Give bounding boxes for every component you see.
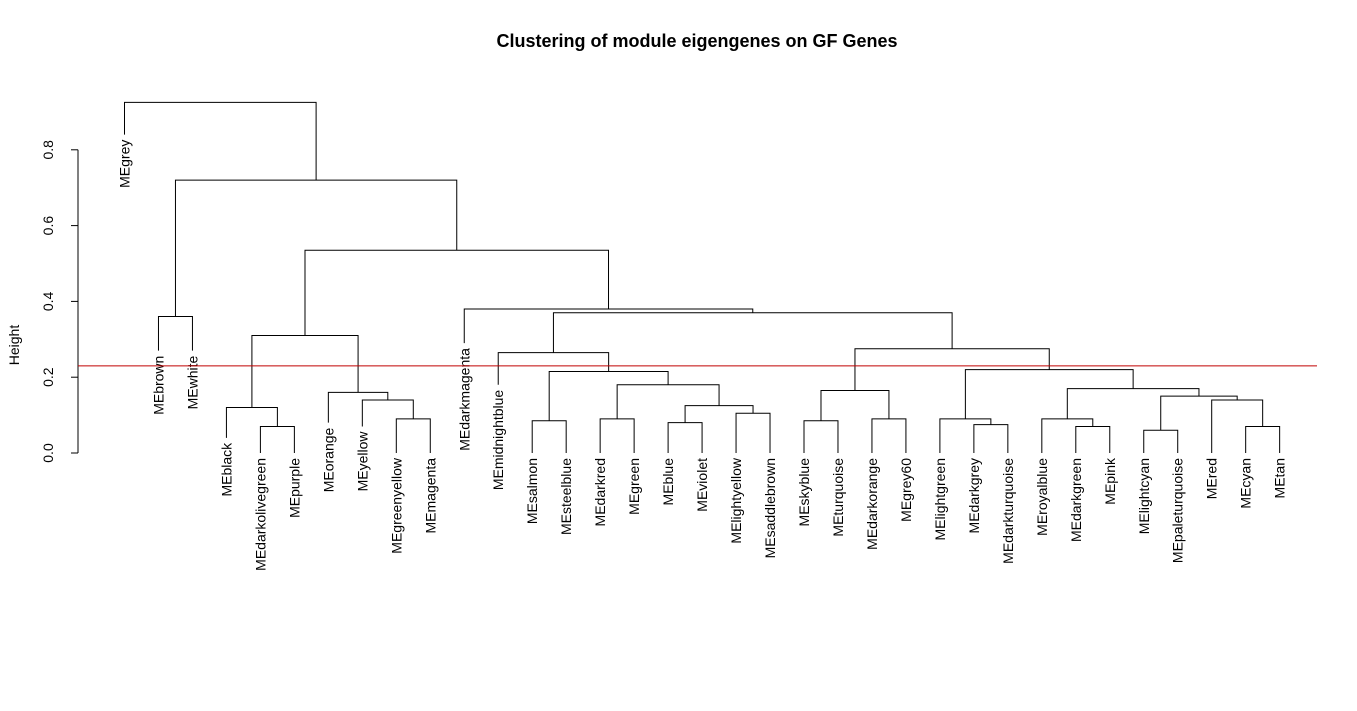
- leaf-label: MEsalmon: [524, 458, 540, 524]
- merge-31: [304, 249, 610, 336]
- merge-3: [395, 418, 431, 453]
- dendrogram-tree: [124, 101, 1281, 453]
- leaf-label: MEtan: [1272, 458, 1288, 498]
- merge-20: [1075, 425, 1111, 453]
- leaf-label: MEdarkmagenta: [456, 348, 472, 451]
- merge-27: [964, 369, 1134, 419]
- merge-11: [684, 405, 754, 423]
- leaf-label: MEgrey60: [898, 458, 914, 522]
- merge-16: [871, 418, 907, 453]
- leaf-label: MEpaleturquoise: [1170, 458, 1186, 563]
- merge-4: [361, 399, 414, 427]
- merge-1: [259, 425, 295, 453]
- leaf-label: MEwhite: [184, 355, 200, 409]
- leaf-label: MEdarkgreen: [1068, 458, 1084, 542]
- merge-30: [463, 308, 754, 344]
- merge-9: [667, 422, 703, 453]
- leaf-label: MEmidnightblue: [490, 390, 506, 491]
- y-tick-label: 0.0: [40, 443, 56, 463]
- leaf-label: MEmagenta: [422, 458, 438, 534]
- leaf-label: MEblue: [660, 458, 676, 506]
- merge-33: [174, 179, 458, 317]
- merge-34: [124, 101, 317, 181]
- merge-13: [548, 371, 669, 421]
- merge-15: [803, 420, 839, 453]
- leaf-label: MEorange: [320, 427, 336, 492]
- merge-18: [973, 424, 1009, 453]
- leaf-label: MEdarkgrey: [966, 458, 982, 533]
- leaf-label: MEskyblue: [796, 458, 812, 527]
- leaf-label: MEpurple: [286, 458, 302, 518]
- leaf-label: MElightgreen: [932, 458, 948, 541]
- leaf-label: MEyellow: [354, 431, 370, 492]
- merge-24: [1143, 429, 1179, 453]
- merge-19: [939, 418, 992, 453]
- leaf-label: MEsaddlebrown: [762, 458, 778, 558]
- leaf-labels: MEgrey MEbrown MEwhite MEblack MEdarkolivegr…: [117, 140, 1288, 571]
- leaf-label: MEsteelblue: [558, 458, 574, 535]
- merge-26: [1066, 388, 1200, 419]
- y-tick-label: 0.6: [40, 216, 56, 236]
- leaf-label: MEgreenyellow: [388, 457, 404, 554]
- merge-14: [497, 352, 610, 385]
- merge-17: [820, 389, 890, 421]
- leaf-label: MEviolet: [694, 458, 710, 512]
- merge-10: [735, 412, 771, 453]
- merge-25: [1160, 395, 1238, 431]
- merge-32: [157, 316, 193, 351]
- merge-12: [616, 384, 720, 419]
- leaf-label: MEroyalblue: [1034, 458, 1050, 536]
- chart-title: Clustering of module eigengenes on GF Ge…: [496, 31, 897, 51]
- merge-29: [552, 312, 953, 353]
- leaf-label: MEblack: [218, 442, 234, 497]
- merge-5: [327, 391, 389, 423]
- leaf-label: MElightcyan: [1136, 458, 1152, 534]
- y-tick-label: 0.4: [40, 291, 56, 311]
- leaf-label: MEgreen: [626, 458, 642, 515]
- leaf-label: MEdarkolivegreen: [252, 458, 268, 571]
- merge-2: [225, 407, 278, 438]
- y-axis-label: Height: [6, 325, 22, 366]
- merge-21: [1041, 418, 1094, 453]
- leaf-label: MEred: [1204, 458, 1220, 499]
- leaf-label: MEdarkturquoise: [1000, 458, 1016, 564]
- merge-22: [1245, 425, 1281, 453]
- leaf-label: MEdarkorange: [864, 458, 880, 550]
- leaf-label: MEbrown: [150, 356, 166, 415]
- merge-7: [531, 420, 567, 453]
- leaf-label: MEpink: [1102, 457, 1118, 505]
- leaf-label: MEcyan: [1238, 458, 1254, 509]
- y-tick-label: 0.2: [40, 367, 56, 387]
- merge-6: [251, 335, 359, 408]
- merge-8: [599, 418, 635, 453]
- y-axis: 0.0 0.2 0.4 0.6 0.8: [40, 140, 79, 463]
- y-tick-label: 0.8: [40, 140, 56, 160]
- leaf-label: MEturquoise: [830, 458, 846, 537]
- leaf-label: MEdarkred: [592, 458, 608, 526]
- leaf-label: MElightyellow: [728, 457, 744, 543]
- leaf-label: MEgrey: [117, 140, 133, 188]
